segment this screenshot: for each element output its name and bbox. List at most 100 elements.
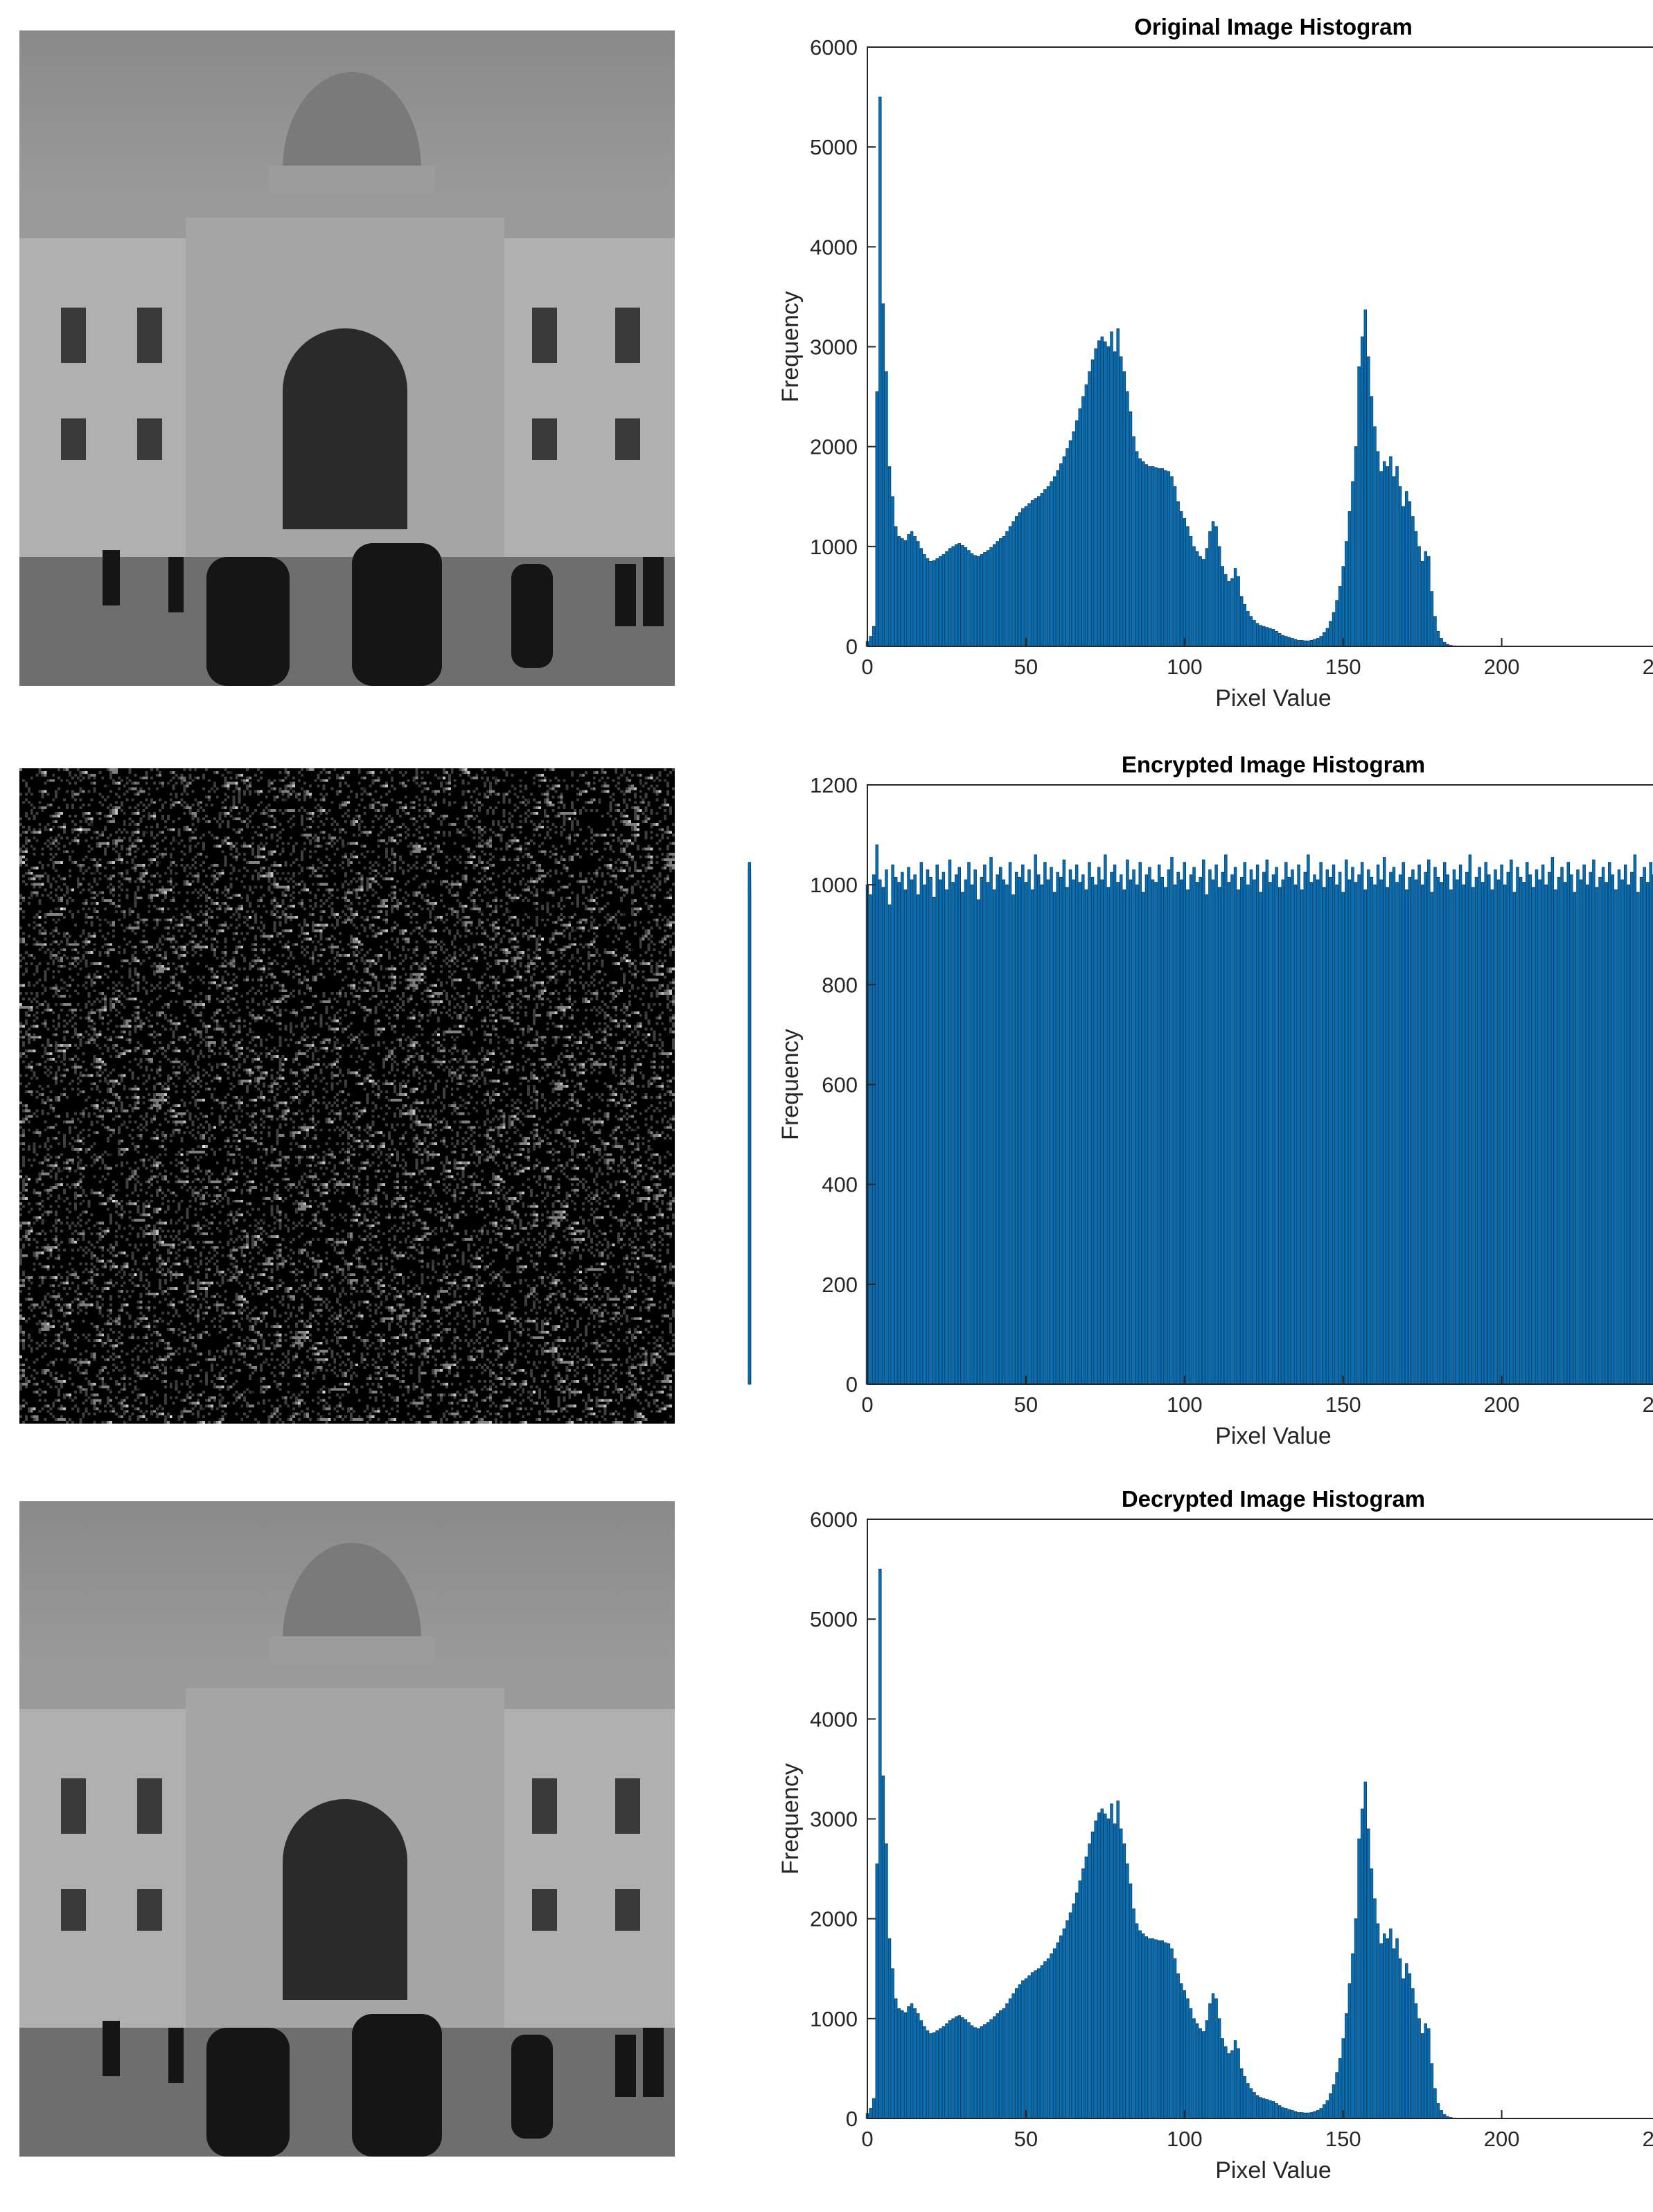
histogram-bar bbox=[881, 303, 885, 647]
histogram-bar bbox=[1170, 1948, 1174, 2119]
encrypted-histogram: Encrypted Image Histogram 0 50 100 150 200 250… bbox=[748, 738, 1653, 1458]
histogram-bar bbox=[935, 864, 939, 1385]
histogram-bar bbox=[1323, 887, 1326, 1385]
histogram-bar bbox=[935, 2030, 939, 2119]
histogram-bar bbox=[1357, 1838, 1361, 2119]
histogram-bar bbox=[1373, 884, 1377, 1385]
histogram-bar bbox=[1528, 874, 1532, 1385]
histogram-bar bbox=[1281, 2107, 1284, 2119]
histogram-bar bbox=[1376, 864, 1380, 1385]
histogram-bar bbox=[1208, 869, 1212, 1385]
y-tick-label: 1000 bbox=[810, 535, 858, 559]
histogram-bar bbox=[1008, 1998, 1012, 2119]
histogram-bar bbox=[1357, 874, 1361, 1385]
histogram-bar bbox=[1433, 2088, 1437, 2119]
histogram-bar bbox=[1173, 486, 1177, 647]
histogram-bar bbox=[1389, 871, 1393, 1385]
x-tick-label: 250 bbox=[1643, 2127, 1653, 2151]
histogram-bar bbox=[1351, 481, 1354, 647]
x-tick-label: 0 bbox=[861, 1392, 873, 1417]
histogram-bar bbox=[1341, 892, 1345, 1385]
histogram-bar bbox=[1138, 1930, 1142, 2119]
histogram-bar bbox=[1275, 630, 1278, 647]
histogram-bar bbox=[1227, 882, 1231, 1385]
histogram-bar bbox=[1259, 892, 1262, 1385]
histogram-bar bbox=[1436, 2103, 1440, 2119]
histogram-bar bbox=[992, 544, 996, 647]
histogram-bar bbox=[1142, 892, 1145, 1385]
histogram-bar bbox=[881, 1776, 885, 2119]
histogram-bar bbox=[1072, 431, 1075, 647]
histogram-bar bbox=[1335, 600, 1338, 647]
histogram-bar bbox=[1373, 1898, 1377, 2119]
histogram-bar bbox=[1598, 876, 1602, 1385]
histogram-bar bbox=[1262, 871, 1266, 1385]
histogram-bar bbox=[1090, 359, 1095, 647]
histogram-bar bbox=[1313, 2111, 1316, 2119]
histogram-bar bbox=[1345, 2013, 1348, 2119]
histogram-bar bbox=[1214, 1998, 1218, 2119]
histogram-bar bbox=[983, 552, 987, 647]
histogram-bar bbox=[1211, 1993, 1215, 2119]
histogram-bar bbox=[929, 561, 932, 647]
histogram-bar bbox=[1300, 2112, 1304, 2119]
histogram-bar bbox=[1405, 889, 1408, 1385]
histogram-bar bbox=[1265, 627, 1269, 647]
histogram-bar bbox=[1323, 2104, 1326, 2119]
histogram-bar bbox=[1088, 1843, 1091, 2119]
histogram-bar bbox=[954, 2016, 958, 2119]
histogram-bar bbox=[1253, 620, 1256, 647]
histogram-bar bbox=[1550, 857, 1555, 1385]
histogram-bar bbox=[1341, 2038, 1345, 2119]
histogram-bar bbox=[878, 96, 882, 647]
histogram-bar bbox=[1402, 862, 1405, 1385]
histogram-bar bbox=[1192, 546, 1196, 647]
histogram-bar bbox=[1452, 869, 1456, 1385]
histogram-bar bbox=[1148, 466, 1151, 647]
histogram-bar bbox=[1449, 889, 1453, 1385]
histogram-bar bbox=[1132, 436, 1135, 647]
histogram-bar bbox=[1046, 1958, 1050, 2119]
histogram-bar bbox=[1249, 869, 1253, 1385]
histogram-bar bbox=[970, 2025, 974, 2119]
histogram-bar bbox=[973, 555, 977, 647]
histogram-bar bbox=[1347, 879, 1352, 1385]
y-tick-label: 0 bbox=[846, 2107, 858, 2131]
histogram-bar bbox=[989, 2019, 993, 2119]
histogram-bar bbox=[1075, 864, 1079, 1385]
histogram-bar bbox=[1402, 506, 1405, 647]
histogram-bar bbox=[1217, 887, 1221, 1385]
histogram-bar bbox=[1081, 874, 1085, 1385]
histogram-bar bbox=[1157, 468, 1161, 647]
histogram-bar bbox=[1278, 887, 1282, 1385]
histogram-bar bbox=[926, 558, 930, 647]
chart-title: Decrypted Image Histogram bbox=[1122, 1486, 1425, 1512]
histogram-bar bbox=[1221, 871, 1224, 1385]
histogram-bar bbox=[932, 2032, 936, 2119]
histogram-bar bbox=[1021, 1980, 1025, 2119]
histogram-bar bbox=[1379, 879, 1383, 1385]
histogram-bar bbox=[1307, 854, 1310, 1385]
histogram-bar bbox=[1541, 864, 1545, 1385]
x-tick-label: 250 bbox=[1643, 655, 1653, 679]
encrypted-image bbox=[19, 768, 675, 1424]
histogram-bar bbox=[1249, 616, 1253, 647]
histogram-bar bbox=[1113, 1823, 1117, 2119]
histogram-bar bbox=[1430, 591, 1434, 647]
histogram-bar bbox=[1167, 471, 1171, 647]
histogram-bar bbox=[1205, 548, 1209, 647]
y-tick-label: 600 bbox=[822, 1073, 858, 1097]
histogram-bar bbox=[1307, 2112, 1310, 2119]
histogram-bar bbox=[923, 554, 926, 647]
histogram-bar bbox=[1014, 516, 1018, 647]
y-tick-label: 400 bbox=[822, 1173, 858, 1197]
histogram-bar bbox=[1589, 871, 1593, 1385]
histogram-bar bbox=[1176, 871, 1180, 1385]
histogram-bar bbox=[1325, 869, 1329, 1385]
histogram-bar bbox=[1043, 862, 1047, 1385]
histogram-bar bbox=[1195, 882, 1199, 1385]
histogram-bar bbox=[1126, 1863, 1129, 2119]
histogram-bar bbox=[1313, 874, 1316, 1385]
histogram-bar bbox=[885, 1843, 888, 2119]
histogram-bar bbox=[1036, 496, 1041, 647]
